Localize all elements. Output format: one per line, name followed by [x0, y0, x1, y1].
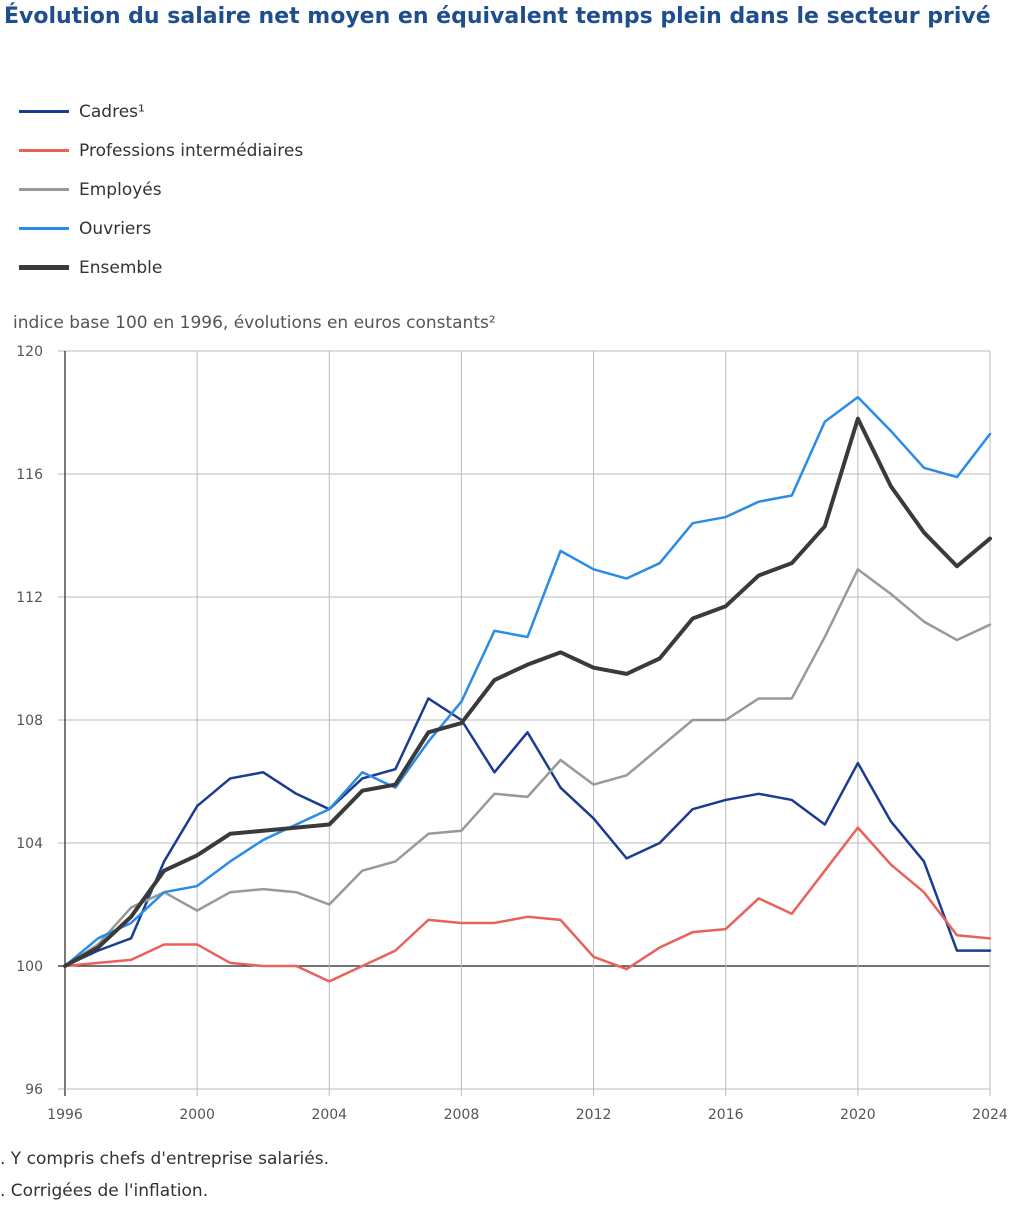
legend-item-cadres[interactable]: Cadres¹	[19, 92, 303, 131]
tick-label-layer: 96 100 104 108 112 116 120 1996 2000 2004 2008 2012…	[16, 344, 1008, 1123]
y-tick-label-100: 100	[16, 959, 43, 975]
legend-item-ouvriers[interactable]: Ouvriers	[19, 209, 303, 248]
line-chart: 96 100 104 108 112 116 120 1996 2000 2004 2008 2012…	[16, 344, 1008, 1123]
series-line-ensemble	[63, 416, 992, 968]
legend-label-ouvriers: Ouvriers	[79, 218, 152, 239]
x-tick-label-2008: 2008	[444, 1107, 480, 1123]
series-layer	[63, 395, 992, 983]
footnotes: . Y compris chefs d'entreprise salariés.…	[0, 1143, 329, 1207]
chart-title: Évolution du salaire net moyen en équiva…	[4, 4, 991, 29]
legend-item-employes[interactable]: Employés	[19, 170, 303, 209]
legend-swatch-professions-intermediaires	[19, 149, 69, 152]
legend-swatch-ensemble	[19, 265, 69, 270]
y-tick-label-104: 104	[16, 836, 43, 852]
legend-label-professions-intermediaires: Professions intermédiaires	[79, 140, 304, 161]
y-tick-label-108: 108	[16, 713, 43, 729]
footnote-1: . Y compris chefs d'entreprise salariés.	[0, 1149, 330, 1169]
legend-swatch-cadres	[19, 110, 69, 113]
series-line-professions-intermediaires	[63, 826, 992, 983]
x-tick-label-2016: 2016	[708, 1107, 744, 1123]
legend-label-cadres: Cadres¹	[79, 101, 145, 122]
x-tick-label-2020: 2020	[840, 1107, 876, 1123]
x-tick-label-1996: 1996	[47, 1107, 83, 1123]
y-axis-unit-label: indice base 100 en 1996, évolutions en e…	[13, 313, 496, 333]
legend-item-ensemble[interactable]: Ensemble	[19, 248, 303, 287]
series-line-cadres	[63, 697, 992, 968]
legend-label-employes: Employés	[79, 179, 162, 200]
axis-layer	[64, 351, 990, 1096]
x-tick-label-2024: 2024	[972, 1107, 1008, 1123]
series-line-ouvriers	[63, 395, 992, 968]
legend-label-ensemble: Ensemble	[79, 257, 163, 278]
chart-legend: Cadres¹ Professions intermédiaires Emplo…	[19, 92, 303, 287]
y-tick-label-120: 120	[16, 344, 43, 360]
footnote-2: . Corrigées de l'inflation.	[0, 1181, 209, 1201]
series-line-employes	[63, 568, 992, 968]
legend-item-professions-intermediaires[interactable]: Professions intermédiaires	[19, 131, 303, 170]
x-tick-label-2004: 2004	[311, 1107, 347, 1123]
y-tick-label-96: 96	[25, 1082, 43, 1098]
x-tick-label-2000: 2000	[179, 1107, 215, 1123]
x-tick-label-2012: 2012	[576, 1107, 612, 1123]
grid-layer	[58, 350, 991, 1096]
y-tick-label-112: 112	[16, 590, 43, 606]
legend-swatch-ouvriers	[19, 227, 69, 230]
y-tick-label-116: 116	[16, 467, 43, 483]
legend-swatch-employes	[19, 188, 69, 191]
